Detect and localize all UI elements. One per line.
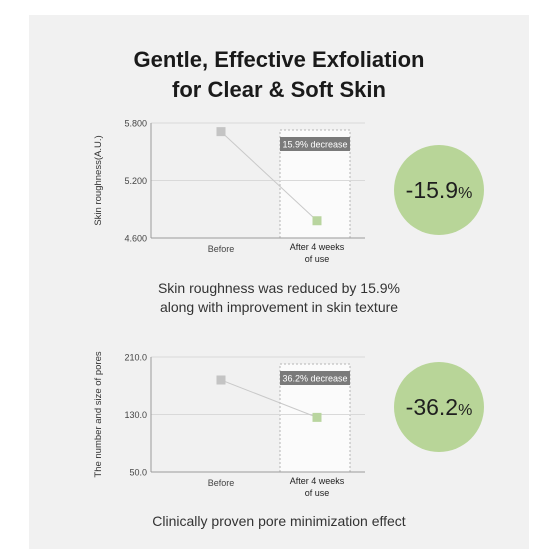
result-value: -15.9% [406,177,473,203]
before-point [216,375,226,385]
x-tick-label: After 4 weeks [290,476,345,486]
y-tick-label: 5.800 [124,119,147,129]
decrease-badge-label: 36.2% decrease [282,374,347,384]
caption-line: Skin roughness was reduced by 15.9% [157,280,401,296]
x-tick-label: of use [305,254,330,264]
caption-line: Clinically proven pore minimization effe… [152,513,406,529]
infographic-card: Gentle, Effective Exfoliation for Clear … [29,15,529,549]
series-line [220,379,318,418]
skin-roughness-caption: Skin roughness was reduced by 15.9% alon… [29,279,529,317]
caption-line: along with improvement in skin texture [159,299,399,315]
pore-chart: 210.0 130.0 50.0 The number and size of por… [93,351,484,498]
decrease-badge-label: 15.9% decrease [282,140,347,150]
y-tick-label: 5.200 [124,176,147,186]
after-point [312,412,322,422]
x-tick-label: Before [208,244,235,254]
y-tick-label: 210.0 [124,353,147,363]
y-tick-label: 50.0 [129,468,147,478]
result-circle [394,362,484,452]
y-tick-label: 130.0 [124,410,147,420]
x-tick-label: of use [305,488,330,498]
pore-caption: Clinically proven pore minimization effe… [29,512,529,531]
y-axis-label: Skin roughness(A.U.) [93,135,104,225]
result-number: -15.9 [406,177,458,203]
before-point [216,127,226,137]
decrease-badge [280,371,350,385]
x-tick-label: After 4 weeks [290,242,345,252]
result-unit: % [458,185,472,202]
result-unit: % [458,402,472,419]
x-tick-label: Before [208,478,235,488]
result-value: -36.2% [406,394,473,420]
result-number: -36.2 [406,394,458,420]
page-title: Gentle, Effective Exfoliation for Clear … [29,45,529,105]
series-line [220,131,318,222]
after-point [312,216,322,226]
y-tick-label: 4.600 [124,234,147,244]
y-axis-label: The number and size of pores [93,351,104,477]
title-line-1: Gentle, Effective Exfoliation [133,47,425,72]
decrease-badge [280,137,350,151]
result-circle [394,145,484,235]
title-line-2: for Clear & Soft Skin [172,77,386,102]
skin-roughness-chart: 5.800 5.200 4.600 Skin roughness(A.U.) 15.9%… [93,119,484,264]
